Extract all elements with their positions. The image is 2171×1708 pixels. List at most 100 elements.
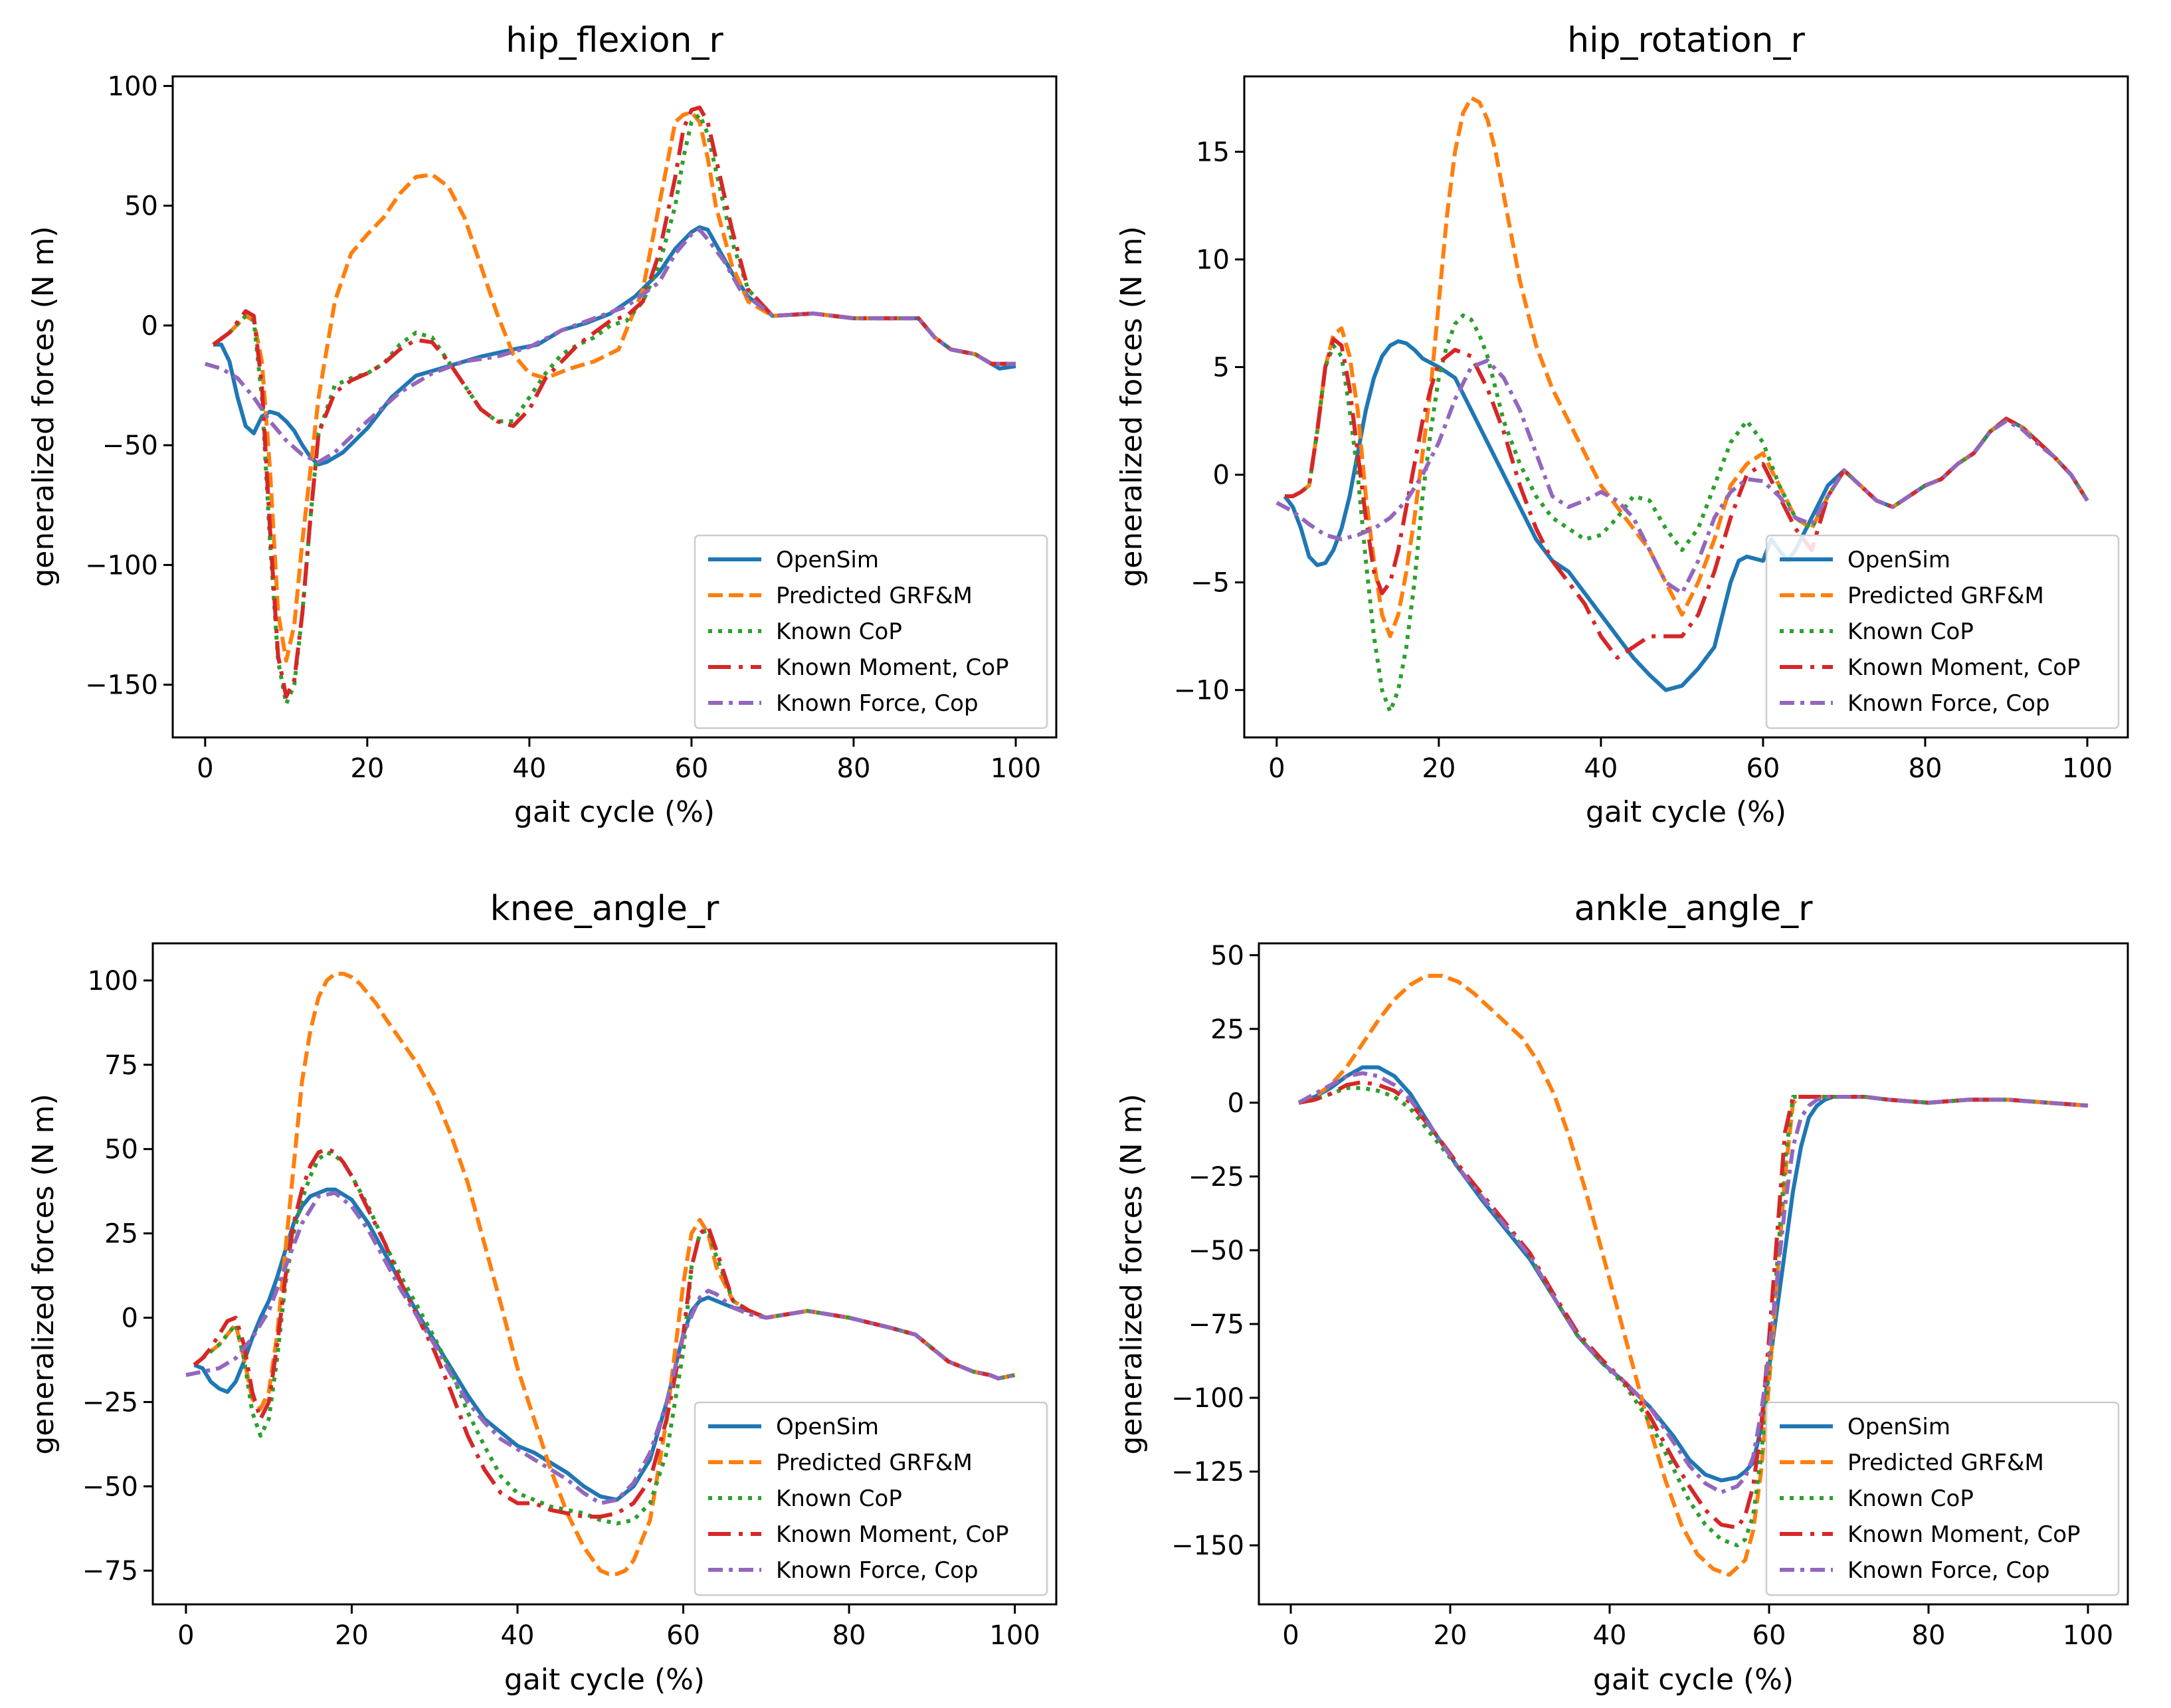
legend-label: OpenSim: [776, 1414, 879, 1440]
plot-area: [1275, 96, 2089, 714]
series-line-known-cop: [193, 1150, 1016, 1526]
subplot-ankle-angle: ankle_angle_r gait cycle (%) generalized…: [1115, 889, 2129, 1697]
y-tick-label: 0: [142, 311, 158, 341]
y-tick-label: −100: [85, 550, 158, 581]
y-tick-label: −25: [1188, 1162, 1244, 1192]
subplot-hip-rotation: hip_rotation_r gait cycle (%) generalize…: [1115, 21, 2129, 829]
y-tick-label: −150: [1171, 1531, 1244, 1561]
legend: OpenSim Predicted GRF&M Known CoP Known Mom…: [1765, 1401, 2120, 1596]
x-tick-label: 100: [2063, 1620, 2113, 1651]
plot-frame: [151, 942, 1058, 1606]
legend-label: Known Moment, CoP: [1847, 1521, 2081, 1548]
x-tick-label: 20: [350, 753, 384, 784]
y-axis-label: generalized forces (N m): [1115, 226, 1149, 587]
legend-box: [694, 534, 1048, 729]
series-line-known-force-cop: [1297, 1071, 2089, 1495]
plot-area: [1297, 973, 2089, 1577]
y-tick-label: −100: [1171, 1383, 1244, 1414]
x-tick-label: 40: [512, 753, 546, 784]
x-tick-label: 0: [1268, 753, 1285, 784]
legend-label: Predicted GRF&M: [1847, 583, 2044, 609]
x-tick-label: 40: [1593, 1620, 1627, 1651]
legend-box: [1765, 534, 2120, 729]
subplot-title: hip_flexion_r: [506, 21, 723, 60]
x-tick-label: 20: [335, 1620, 369, 1651]
y-tick-label: −50: [82, 1471, 138, 1502]
y-tick-label: 0: [1213, 460, 1230, 491]
x-tick-label: 60: [1746, 753, 1780, 784]
plot-area: [204, 105, 1016, 706]
x-tick-label: 60: [666, 1620, 700, 1651]
series-line-known-force-cop: [204, 227, 1016, 464]
x-tick-label: 40: [501, 1620, 535, 1651]
legend-label: Known Moment, CoP: [776, 1521, 1009, 1548]
x-axis-label: gait cycle (%): [1586, 795, 1786, 829]
legend-label: Known CoP: [776, 1485, 902, 1512]
y-tick-label: −75: [82, 1556, 138, 1586]
x-tick-label: 100: [2062, 753, 2113, 784]
subplot-hip-flexion: hip_flexion_r gait cycle (%) generalized…: [27, 21, 1058, 829]
x-tick-label: 20: [1434, 1620, 1467, 1651]
legend-label: Known CoP: [1847, 1485, 1974, 1512]
y-axis-label: generalized forces (N m): [27, 226, 60, 587]
x-tick-label: 60: [674, 753, 708, 784]
legend-label: Known CoP: [776, 618, 902, 645]
legend: OpenSim Predicted GRF&M Known CoP Known Mom…: [694, 1401, 1048, 1596]
plot-area: [185, 971, 1016, 1576]
y-tick-label: 25: [104, 1219, 138, 1250]
legend-label: Predicted GRF&M: [776, 1450, 973, 1476]
y-tick-label: 50: [104, 1135, 138, 1165]
plot-frame: [1258, 942, 2129, 1606]
legend-label: OpenSim: [1847, 1414, 1950, 1440]
x-tick-label: 100: [991, 753, 1041, 784]
x-axis-label: gait cycle (%): [514, 795, 715, 829]
legend: OpenSim Predicted GRF&M Known CoP Known Mom…: [1765, 534, 2120, 729]
legend: OpenSim Predicted GRF&M Known CoP Known Mom…: [694, 534, 1048, 729]
x-tick-label: 80: [832, 1620, 866, 1651]
x-axis-label: gait cycle (%): [1593, 1663, 1794, 1697]
y-tick-label: 0: [1228, 1088, 1244, 1119]
legend-label: Known Force, Cop: [1847, 690, 2050, 717]
y-axis-label: generalized forces (N m): [27, 1093, 60, 1454]
subplot-title: hip_rotation_r: [1567, 21, 1805, 60]
subplot-knee-angle: knee_angle_r gait cycle (%) generalized …: [27, 889, 1058, 1697]
x-tick-label: 40: [1584, 753, 1618, 784]
x-tick-label: 60: [1752, 1620, 1786, 1651]
plot-frame: [171, 75, 1058, 739]
plot-frame: [1243, 75, 2129, 739]
series-line-known-force-cop: [185, 1190, 1016, 1505]
y-tick-label: −50: [1188, 1236, 1244, 1266]
x-tick-label: 80: [1912, 1620, 1946, 1651]
y-tick-label: 100: [88, 966, 138, 996]
x-tick-label: 0: [177, 1620, 194, 1651]
legend-label: Known Force, Cop: [1847, 1557, 2050, 1584]
legend-label: Predicted GRF&M: [1847, 1450, 2044, 1476]
y-axis-label: generalized forces (N m): [1115, 1093, 1149, 1454]
legend-label: Known Force, Cop: [776, 1557, 979, 1584]
x-axis-label: gait cycle (%): [504, 1663, 705, 1697]
y-tick-label: −125: [1171, 1457, 1244, 1487]
x-tick-label: 0: [197, 753, 213, 784]
x-tick-label: 20: [1422, 753, 1456, 784]
y-tick-label: −25: [82, 1387, 138, 1418]
y-tick-label: 10: [1196, 244, 1230, 275]
legend-box: [694, 1401, 1048, 1596]
legend-label: Predicted GRF&M: [776, 583, 973, 609]
y-tick-label: −75: [1188, 1309, 1244, 1340]
y-tick-label: 100: [108, 71, 158, 102]
y-tick-label: 75: [104, 1050, 138, 1081]
y-tick-label: −5: [1190, 568, 1230, 599]
y-tick-label: 50: [124, 191, 158, 222]
legend-label: Known CoP: [1847, 618, 1974, 645]
y-tick-label: 5: [1213, 353, 1230, 383]
series-line-known-force-cop: [1275, 358, 2089, 595]
series-line-known-moment-cop: [1285, 337, 2089, 660]
legend-label: Known Moment, CoP: [776, 654, 1009, 681]
legend-label: Known Moment, CoP: [1847, 654, 2081, 681]
legend-label: Known Force, Cop: [776, 690, 979, 717]
x-tick-label: 80: [1909, 753, 1942, 784]
x-tick-label: 100: [989, 1620, 1040, 1651]
y-tick-label: −50: [102, 430, 158, 461]
legend-label: OpenSim: [1847, 547, 1950, 573]
